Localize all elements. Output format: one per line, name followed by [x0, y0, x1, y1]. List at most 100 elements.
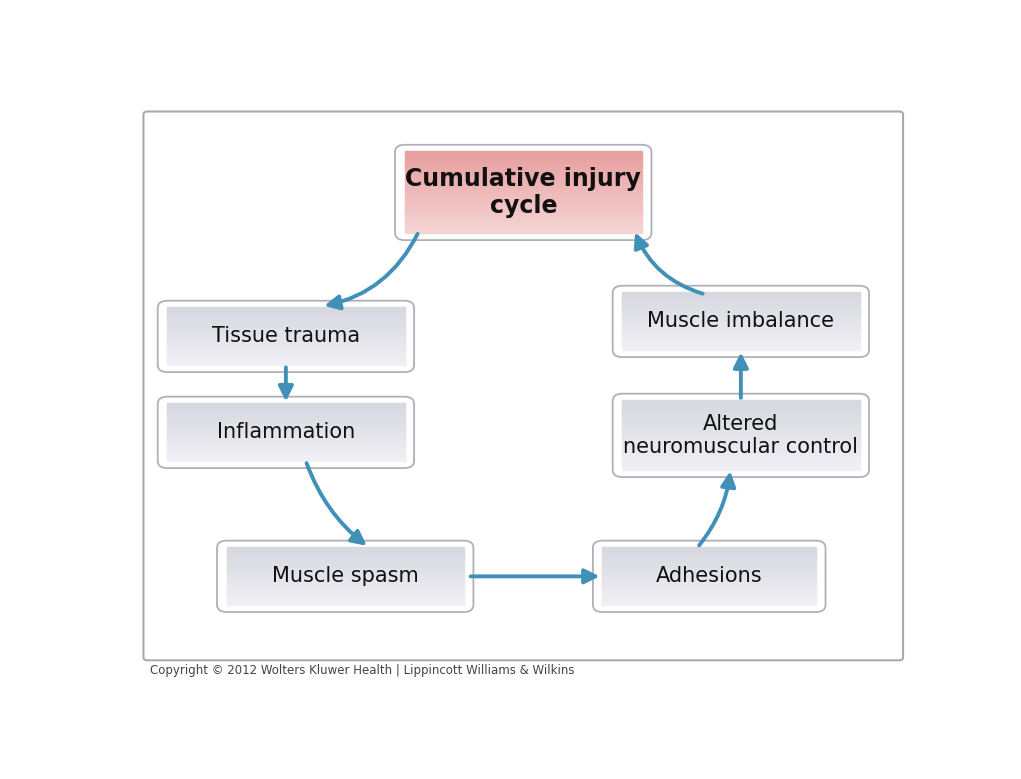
- Bar: [404, 210, 642, 213]
- Bar: [404, 192, 642, 195]
- Bar: [622, 337, 860, 339]
- Bar: [602, 562, 816, 563]
- Bar: [602, 572, 816, 573]
- Bar: [227, 580, 464, 582]
- Bar: [622, 435, 860, 437]
- Bar: [227, 548, 464, 549]
- Bar: [404, 226, 642, 229]
- Bar: [602, 594, 816, 596]
- Text: Adhesions: Adhesions: [655, 566, 763, 587]
- Bar: [167, 336, 404, 338]
- Bar: [167, 356, 404, 358]
- Bar: [404, 194, 642, 196]
- Bar: [622, 449, 860, 451]
- Bar: [167, 358, 404, 359]
- Bar: [622, 301, 860, 303]
- Bar: [602, 597, 816, 599]
- Bar: [167, 416, 404, 418]
- Bar: [227, 579, 464, 580]
- Bar: [602, 596, 816, 597]
- Bar: [622, 332, 860, 334]
- Bar: [167, 337, 404, 340]
- Bar: [167, 412, 404, 414]
- Bar: [167, 406, 404, 408]
- Bar: [404, 216, 642, 219]
- Bar: [227, 555, 464, 556]
- Bar: [622, 445, 860, 447]
- Bar: [227, 586, 464, 587]
- Bar: [404, 188, 642, 190]
- Bar: [622, 316, 860, 319]
- Bar: [227, 576, 464, 578]
- Bar: [167, 329, 404, 331]
- Bar: [622, 409, 860, 411]
- Bar: [167, 455, 404, 456]
- Bar: [622, 433, 860, 435]
- Bar: [404, 170, 642, 172]
- Bar: [602, 587, 816, 589]
- Bar: [602, 601, 816, 604]
- Bar: [167, 322, 404, 323]
- Bar: [404, 175, 642, 178]
- Bar: [622, 319, 860, 322]
- Bar: [622, 302, 860, 305]
- Bar: [227, 567, 464, 569]
- Bar: [227, 555, 464, 558]
- Bar: [167, 361, 404, 364]
- Bar: [602, 557, 816, 559]
- Bar: [227, 594, 464, 596]
- Bar: [622, 447, 860, 449]
- Bar: [404, 160, 642, 162]
- Bar: [622, 416, 860, 418]
- Bar: [622, 348, 860, 350]
- Bar: [227, 550, 464, 552]
- Bar: [622, 459, 860, 461]
- Bar: [167, 440, 404, 442]
- Bar: [167, 414, 404, 415]
- Bar: [622, 299, 860, 301]
- Bar: [227, 560, 464, 562]
- Bar: [622, 466, 860, 468]
- Bar: [227, 590, 464, 592]
- Bar: [622, 304, 860, 305]
- Bar: [622, 342, 860, 344]
- Bar: [227, 548, 464, 551]
- Bar: [167, 443, 404, 446]
- Bar: [602, 548, 816, 549]
- Bar: [167, 360, 404, 362]
- Text: Copyright © 2012 Wolters Kluwer Health | Lippincott Williams & Wilkins: Copyright © 2012 Wolters Kluwer Health |…: [150, 664, 574, 677]
- Bar: [167, 404, 404, 405]
- Bar: [404, 231, 642, 233]
- Bar: [622, 315, 860, 317]
- Bar: [622, 450, 860, 453]
- Bar: [602, 574, 816, 576]
- Text: Tissue trauma: Tissue trauma: [211, 326, 360, 347]
- Bar: [622, 294, 860, 296]
- Bar: [167, 339, 404, 340]
- Bar: [622, 323, 860, 324]
- Bar: [167, 312, 404, 314]
- Bar: [167, 411, 404, 412]
- Bar: [227, 583, 464, 585]
- Text: Muscle imbalance: Muscle imbalance: [647, 312, 834, 331]
- Text: Inflammation: Inflammation: [216, 422, 355, 442]
- Bar: [404, 206, 642, 209]
- Bar: [622, 338, 860, 340]
- Bar: [404, 151, 642, 154]
- Bar: [167, 354, 404, 356]
- Bar: [404, 161, 642, 164]
- Bar: [167, 457, 404, 460]
- Bar: [404, 184, 642, 186]
- Bar: [227, 601, 464, 604]
- Bar: [167, 320, 404, 323]
- Bar: [602, 559, 816, 561]
- Bar: [622, 456, 860, 458]
- Bar: [227, 559, 464, 561]
- Bar: [167, 421, 404, 424]
- Bar: [602, 552, 816, 554]
- Bar: [227, 591, 464, 594]
- Bar: [622, 457, 860, 460]
- Bar: [602, 570, 816, 572]
- Bar: [622, 331, 860, 333]
- Bar: [227, 572, 464, 573]
